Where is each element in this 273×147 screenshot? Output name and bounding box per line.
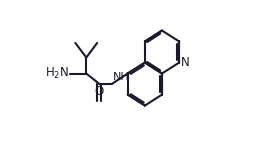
Text: N: N [181, 56, 190, 69]
Text: NH: NH [113, 71, 130, 81]
Text: O: O [94, 85, 104, 97]
Text: H$_2$N: H$_2$N [45, 66, 70, 81]
